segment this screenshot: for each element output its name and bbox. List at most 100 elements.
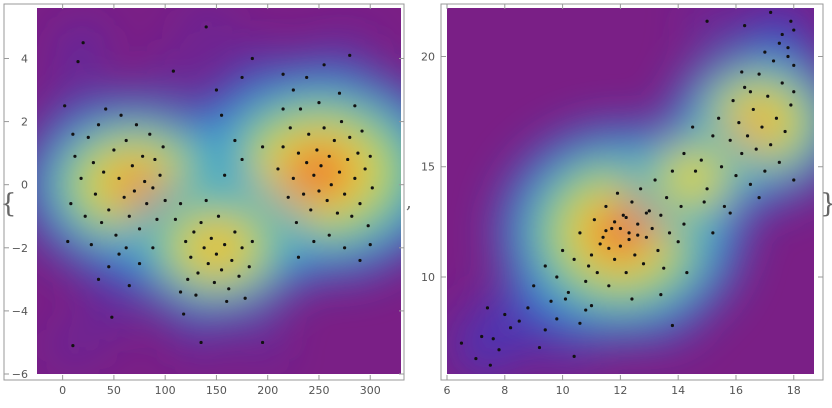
data-point <box>151 246 155 250</box>
data-point <box>711 134 715 138</box>
data-point <box>783 129 787 134</box>
data-point <box>598 242 602 246</box>
data-point <box>117 252 121 256</box>
data-point <box>728 138 732 142</box>
data-point <box>653 178 657 182</box>
data-point <box>298 107 303 111</box>
data-point <box>488 363 492 367</box>
data-point <box>679 204 683 209</box>
data-point <box>743 24 747 28</box>
data-point <box>702 200 706 204</box>
data-point <box>474 356 478 361</box>
data-point <box>322 63 326 67</box>
density-peak-layer <box>598 213 642 253</box>
x-tick-label: 12 <box>613 384 627 397</box>
data-point <box>719 165 724 169</box>
data-point <box>343 192 347 196</box>
data-point <box>223 243 227 247</box>
data-point <box>589 253 594 257</box>
data-point <box>760 125 764 129</box>
data-point <box>751 107 755 112</box>
data-point <box>309 208 313 212</box>
data-point <box>792 178 796 182</box>
data-point <box>517 319 521 323</box>
data-point <box>145 202 149 206</box>
data-point <box>685 270 689 275</box>
data-point <box>99 220 104 225</box>
data-point <box>153 157 157 162</box>
data-point <box>682 151 686 156</box>
data-point <box>789 19 793 23</box>
data-point <box>774 116 779 120</box>
density-plot-left: 0 50 100 150 200 250 300 −6 −4 −2 0 2 4 <box>3 3 405 397</box>
data-point <box>184 239 188 244</box>
data-point <box>127 214 131 218</box>
data-point <box>705 19 709 23</box>
data-point <box>225 299 229 304</box>
data-point <box>301 192 306 196</box>
data-point <box>219 113 224 117</box>
data-point <box>667 231 672 235</box>
data-point <box>370 186 374 190</box>
data-point <box>627 231 631 235</box>
data-point <box>281 72 285 76</box>
data-point <box>555 317 559 321</box>
data-point <box>670 169 675 173</box>
data-point <box>216 214 221 218</box>
data-point <box>343 246 347 250</box>
data-point <box>693 169 698 173</box>
data-point <box>555 275 559 279</box>
data-point <box>358 202 362 206</box>
data-point <box>717 116 721 120</box>
data-point <box>526 306 530 310</box>
x-tick-label: 250 <box>308 384 329 397</box>
data-point <box>96 277 101 281</box>
data-point <box>240 75 244 80</box>
data-point <box>89 243 93 247</box>
data-point <box>240 246 244 250</box>
data-point <box>83 214 87 218</box>
data-point <box>107 265 111 269</box>
data-point <box>757 196 761 200</box>
data-point <box>337 91 342 95</box>
data-point <box>143 179 147 184</box>
density-peak-layer <box>203 237 230 259</box>
data-point <box>745 134 750 138</box>
data-point <box>360 129 364 133</box>
data-point <box>615 191 620 195</box>
data-point <box>104 107 108 111</box>
data-point <box>312 239 316 244</box>
data-point <box>644 235 648 239</box>
data-point <box>69 202 73 206</box>
y-tick-label: 20 <box>421 51 435 64</box>
data-point <box>601 235 605 239</box>
data-point <box>348 135 352 139</box>
data-point <box>748 182 753 186</box>
data-point <box>691 125 695 129</box>
data-point <box>366 224 370 228</box>
data-point <box>592 218 596 222</box>
data-point <box>189 255 193 259</box>
data-point <box>491 337 495 341</box>
data-point <box>276 167 280 171</box>
left-brace: { <box>0 189 17 219</box>
data-point <box>117 176 121 180</box>
y-tick-label: −6 <box>12 368 28 381</box>
data-point <box>537 345 542 350</box>
data-point <box>607 284 611 288</box>
density-peak-layer <box>746 111 773 135</box>
data-point <box>173 217 178 221</box>
data-point <box>132 189 137 193</box>
x-tick-label: 6 <box>444 384 451 397</box>
data-point <box>743 85 747 89</box>
data-point <box>618 226 622 231</box>
data-point <box>618 244 622 248</box>
data-point <box>212 280 216 285</box>
data-point <box>202 246 206 250</box>
data-point <box>296 151 301 155</box>
data-point <box>237 274 241 278</box>
data-point <box>76 60 80 64</box>
data-point <box>769 10 773 15</box>
data-point <box>789 103 793 107</box>
